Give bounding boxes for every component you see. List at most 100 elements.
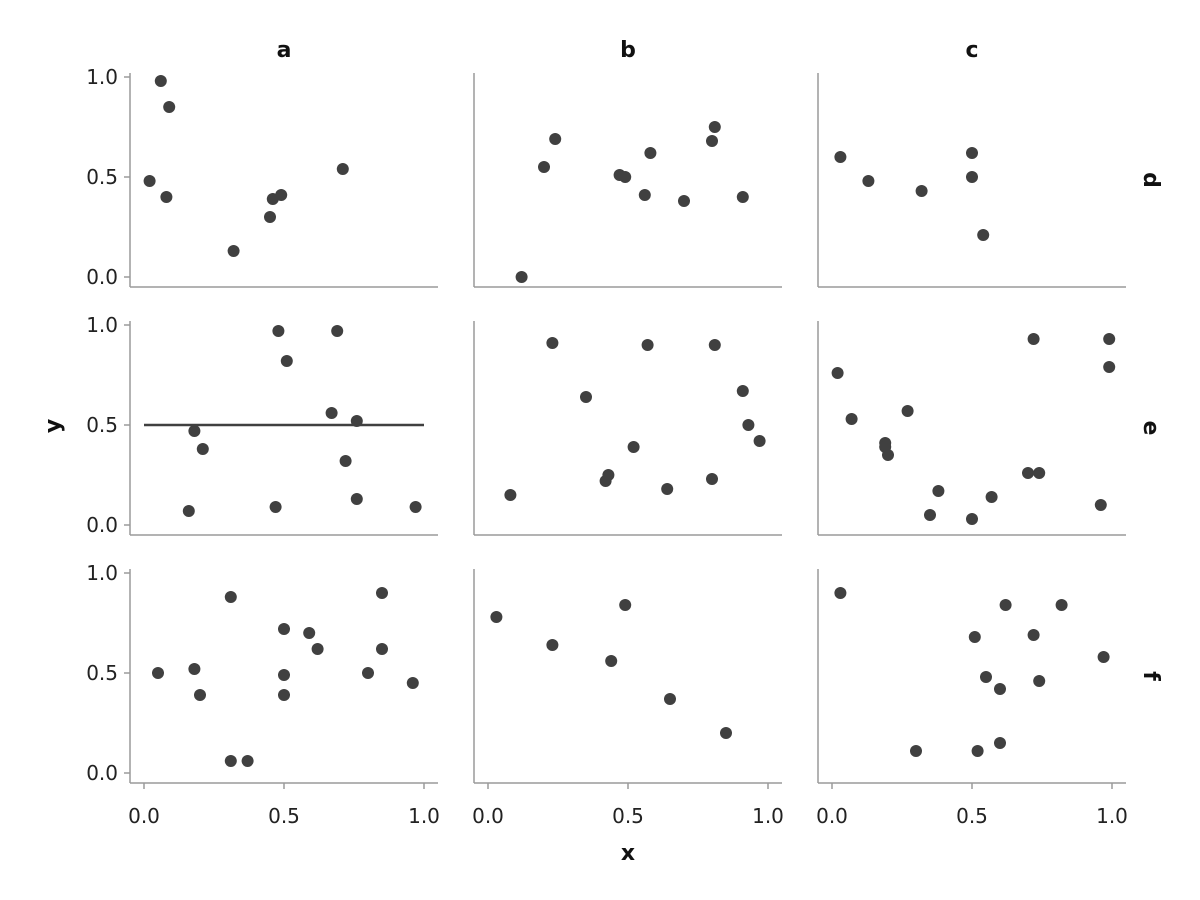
data-point <box>538 161 550 173</box>
data-point <box>331 325 344 337</box>
data-point <box>188 663 201 675</box>
data-point <box>708 339 721 351</box>
column-title-a: a <box>277 38 292 63</box>
data-point <box>605 655 618 667</box>
data-point <box>1033 675 1046 687</box>
data-point <box>362 667 374 679</box>
data-point <box>862 175 875 187</box>
data-point <box>661 483 674 495</box>
data-point <box>882 449 894 461</box>
data-point <box>736 191 749 203</box>
data-point <box>227 245 240 257</box>
data-point <box>627 441 640 453</box>
data-point <box>932 485 945 497</box>
data-point <box>664 693 676 705</box>
data-point <box>644 147 657 159</box>
data-point <box>977 229 990 241</box>
data-point <box>409 501 422 513</box>
x-tick-label: 0.5 <box>956 804 988 828</box>
x-tick-label: 0.0 <box>472 804 504 828</box>
data-point <box>1027 333 1040 345</box>
data-point <box>1033 467 1046 479</box>
y-tick-label: 1.0 <box>86 65 118 89</box>
data-point <box>831 367 844 379</box>
y-tick-label: 0.0 <box>86 761 118 785</box>
data-point <box>278 669 290 681</box>
x-tick-label: 1.0 <box>752 804 784 828</box>
column-title-c: c <box>965 38 978 63</box>
data-point <box>924 509 936 521</box>
data-point <box>1097 651 1110 663</box>
data-point <box>910 745 922 757</box>
data-point <box>994 737 1006 749</box>
data-point <box>194 689 206 701</box>
data-point <box>966 147 978 159</box>
data-point <box>602 469 615 481</box>
y-axis-title: y <box>41 419 66 433</box>
data-point <box>269 501 282 513</box>
data-point <box>845 413 858 425</box>
data-point <box>376 643 388 655</box>
data-point <box>515 271 528 283</box>
data-point <box>641 339 654 351</box>
data-point <box>241 755 254 767</box>
plot-root: a b c d e f 0.0 0.5 1.0 0.0 0.5 1.0 0.0 0.5 1.0 0.0 0.5 1… <box>86 38 1163 828</box>
x-axis-title: x <box>621 841 635 866</box>
data-point <box>834 587 847 599</box>
data-point <box>275 189 288 201</box>
data-point <box>1055 599 1068 611</box>
panel-c-e <box>817 321 1126 536</box>
data-point <box>678 195 690 207</box>
data-point <box>325 407 338 419</box>
data-point <box>280 355 293 367</box>
data-point <box>619 171 632 183</box>
data-point <box>1022 467 1034 479</box>
data-point <box>706 135 718 147</box>
data-point <box>546 639 559 651</box>
data-point <box>706 473 718 485</box>
panel-b-d <box>473 73 782 288</box>
y-tick-label: 1.0 <box>86 561 118 585</box>
data-point <box>143 175 156 187</box>
data-point <box>638 189 651 201</box>
data-point <box>160 191 173 203</box>
data-point <box>264 211 276 223</box>
data-point <box>546 337 559 349</box>
panel-c-d <box>817 73 1126 288</box>
y-tick-label: 0.5 <box>86 661 118 685</box>
data-point <box>278 623 290 635</box>
row-title-d: d <box>1138 172 1163 188</box>
data-point <box>580 391 592 403</box>
row-title-e: e <box>1138 421 1163 436</box>
row-title-f: f <box>1138 671 1163 681</box>
panel-a-f: 0.0 0.5 1.0 0.0 0.5 1.0 <box>86 561 440 828</box>
data-point <box>549 133 562 145</box>
data-point <box>834 151 847 163</box>
data-point <box>336 163 349 175</box>
y-tick-label: 0.0 <box>86 513 118 537</box>
data-point <box>224 591 237 603</box>
data-point <box>1094 499 1107 511</box>
data-point <box>901 405 914 417</box>
data-point <box>966 171 978 183</box>
data-point <box>742 419 755 431</box>
x-tick-label: 0.0 <box>816 804 848 828</box>
data-point <box>272 325 285 337</box>
x-tick-label: 0.5 <box>268 804 300 828</box>
data-point <box>994 683 1006 695</box>
data-point <box>339 455 352 467</box>
data-point <box>154 75 167 87</box>
data-point <box>971 745 984 757</box>
data-point <box>224 755 237 767</box>
x-tick-label: 1.0 <box>408 804 440 828</box>
y-tick-label: 0.5 <box>86 165 118 189</box>
data-point <box>350 415 363 427</box>
data-point <box>311 643 324 655</box>
data-point <box>1103 361 1116 373</box>
x-tick-label: 0.5 <box>612 804 644 828</box>
data-point <box>619 599 632 611</box>
data-point <box>278 689 290 701</box>
data-point <box>736 385 749 397</box>
data-point <box>163 101 176 113</box>
data-point <box>1103 333 1116 345</box>
